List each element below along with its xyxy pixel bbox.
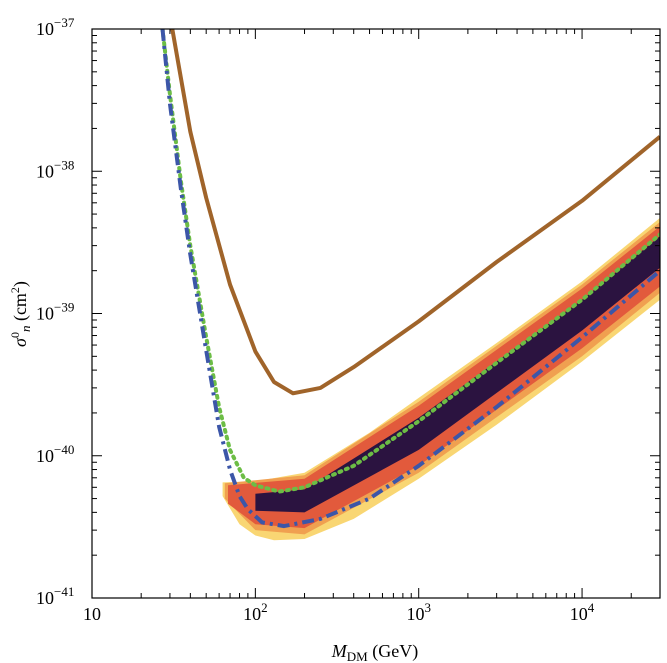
axis-labels: MDM (GeV) σ0n (cm2)	[8, 281, 418, 663]
y-axis-title-sup: 0	[8, 332, 22, 338]
x-axis-title: MDM (GeV)	[331, 641, 418, 663]
y-tick-exponent: −40	[54, 442, 74, 457]
y-axis-title-unit: (cm	[10, 293, 31, 325]
y-tick-base: 10	[36, 446, 54, 466]
x-tick-label: 102	[243, 600, 268, 624]
y-tick-base: 10	[36, 588, 54, 608]
x-tick-exponent: 2	[261, 600, 268, 615]
x-tick-base: 10	[406, 604, 424, 624]
y-axis-title: σ0n (cm2)	[8, 281, 33, 347]
x-tick-base: 10	[570, 604, 588, 624]
y-tick-label: 10−37	[36, 15, 75, 39]
y-tick-label: 10−41	[36, 584, 74, 608]
x-axis-title-sub: DM	[347, 649, 368, 663]
y-axis-title-unit-close: )	[10, 281, 31, 287]
y-tick-exponent: −41	[54, 584, 74, 599]
x-axis-title-unit: (GeV)	[368, 641, 418, 662]
x-axis-title-main: M	[331, 641, 348, 661]
y-tick-label: 10−40	[36, 442, 74, 466]
x-tick-exponent: 3	[424, 600, 431, 615]
y-axis-title-sub: n	[18, 326, 33, 333]
y-tick-label: 10−38	[36, 157, 74, 181]
x-tick-exponent: 4	[588, 600, 595, 615]
x-tick-base: 10	[83, 604, 101, 624]
y-tick-exponent: −37	[54, 15, 75, 30]
y-tick-base: 10	[36, 161, 54, 181]
x-tick-label: 103	[406, 600, 431, 624]
x-tick-label: 10	[83, 604, 101, 624]
y-axis-title-unit-sup: 2	[8, 287, 22, 293]
y-tick-label: 10−39	[36, 300, 74, 324]
y-tick-base: 10	[36, 304, 54, 324]
brown-solid-curve	[170, 29, 660, 396]
y-tick-exponent: −38	[54, 157, 74, 172]
plot-area	[160, 29, 660, 541]
x-tick-label: 104	[570, 600, 595, 624]
blue-dashdot-curve	[160, 29, 660, 529]
y-tick-exponent: −39	[54, 300, 74, 315]
y-axis-title-sigma: σ	[10, 337, 30, 347]
plot-clip-group	[160, 29, 660, 541]
x-tick-base: 10	[243, 604, 261, 624]
y-tick-base: 10	[36, 19, 54, 39]
